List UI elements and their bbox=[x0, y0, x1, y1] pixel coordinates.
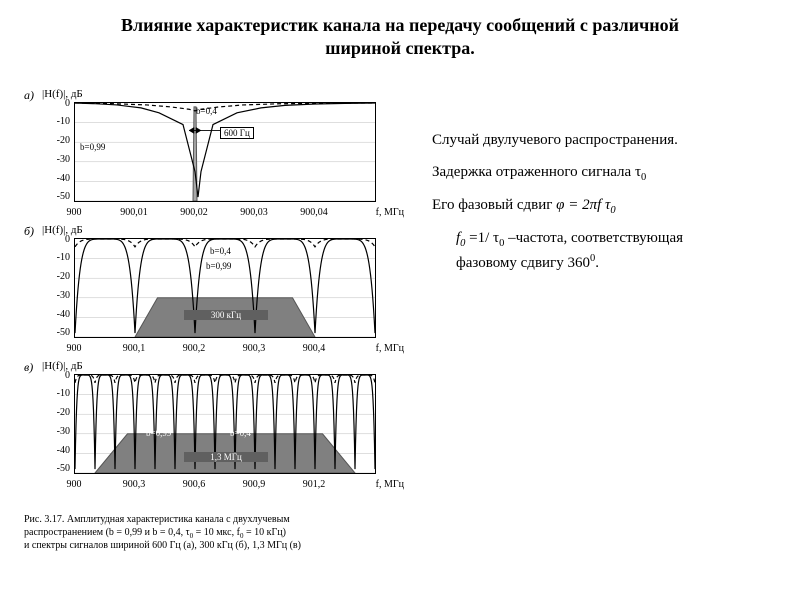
panel-a-ann-b099: b=0,99 bbox=[80, 142, 105, 152]
rhs-line2a: Задержка отраженного сигнала τ bbox=[432, 164, 641, 180]
panel-v-xtick: 901,2 bbox=[303, 479, 326, 490]
panel-a-xtick: 900,01 bbox=[120, 207, 148, 218]
rhs-line3-sub: 0 bbox=[610, 205, 615, 216]
panel-b-ytick: -50 bbox=[48, 327, 70, 338]
title-line-2: шириной спектра. bbox=[325, 38, 474, 58]
rhs-line4: f0 =1/ τ0 –частота, соответствующая фазо… bbox=[456, 228, 782, 275]
panel-b-ytick: 0 bbox=[48, 234, 70, 245]
panel-v-ann-b099: b=0,99 bbox=[146, 428, 171, 438]
panel-v-ytick: 0 bbox=[48, 370, 70, 381]
rhs-line4c: –частота, соответствующая bbox=[504, 230, 683, 246]
panel-b-band-label: 300 кГц bbox=[184, 310, 268, 320]
panel-b-xtick: 900,1 bbox=[123, 343, 146, 354]
panel-a-xtick: 900 bbox=[67, 207, 82, 218]
panel-v-xtick: 900,6 bbox=[183, 479, 206, 490]
panel-b-label: б) bbox=[24, 224, 34, 239]
panel-v-ytick: -50 bbox=[48, 463, 70, 474]
panel-v-ytick: -30 bbox=[48, 426, 70, 437]
figure-caption: Рис. 3.17. Амплитудная характеристика ка… bbox=[24, 514, 404, 553]
caption-l2c: = 10 кГц) bbox=[243, 527, 285, 538]
panel-a-xtick: 900,02 bbox=[180, 207, 208, 218]
panel-b-xtick: 900,2 bbox=[183, 343, 206, 354]
panel-v-xtick: 900,3 bbox=[123, 479, 146, 490]
rhs-line2: Задержка отраженного сигнала τ0 bbox=[432, 162, 782, 185]
panel-a-ann-b04: b=0,4 bbox=[196, 106, 217, 116]
page-title: Влияние характеристик канала на передачу… bbox=[0, 14, 800, 59]
rhs-line2-sub: 0 bbox=[641, 172, 646, 183]
panel-b: б) |H(f)|, дБ 0 -10 -20 -30 -40 -50 900 … bbox=[24, 224, 404, 354]
right-text-block: Случай двулучевого распространения. Заде… bbox=[432, 130, 782, 285]
rhs-line3: Его фазовый сдвиг φ = 2πf τ0 bbox=[432, 195, 782, 218]
panel-a-ytick: -30 bbox=[48, 154, 70, 165]
panel-b-xtick: 900,4 bbox=[303, 343, 326, 354]
panel-a-xtick: 900,04 bbox=[300, 207, 328, 218]
panel-a-ytick: -20 bbox=[48, 135, 70, 146]
panel-b-ann-b04: b=0,4 bbox=[210, 246, 231, 256]
panel-b-ytick: -10 bbox=[48, 252, 70, 263]
panel-a-ytick: -10 bbox=[48, 116, 70, 127]
title-line-1: Влияние характеристик канала на передачу… bbox=[121, 15, 679, 35]
panel-a-ytick: -40 bbox=[48, 173, 70, 184]
rhs-line5b: . bbox=[595, 255, 599, 271]
panel-a-xtick: 900,03 bbox=[240, 207, 268, 218]
panel-b-ytick: -30 bbox=[48, 290, 70, 301]
panel-v-band-label: 1,3 МГц bbox=[184, 452, 268, 462]
figure-column: а) |H(f)|, дБ 0 -10 -20 -30 -40 -50 900 … bbox=[24, 88, 404, 496]
panel-v: в) |H(f)|, дБ 0 -10 -20 -30 -40 -50 900 … bbox=[24, 360, 404, 490]
panel-v-xtick: 900 bbox=[67, 479, 82, 490]
panel-b-ytick: -40 bbox=[48, 309, 70, 320]
panel-b-ann-b099: b=0,99 bbox=[206, 261, 231, 271]
panel-a: а) |H(f)|, дБ 0 -10 -20 -30 -40 -50 900 … bbox=[24, 88, 404, 218]
rhs-line5a: фазовому сдвигу 360 bbox=[456, 255, 590, 271]
panel-a-plot bbox=[74, 102, 376, 202]
panel-v-xtick: 900,9 bbox=[243, 479, 266, 490]
rhs-line3a: Его фазовый сдвиг bbox=[432, 197, 556, 213]
panel-v-ytick: -10 bbox=[48, 388, 70, 399]
panel-v-xunit: f, МГц bbox=[376, 479, 404, 490]
panel-v-ytick: -40 bbox=[48, 445, 70, 456]
rhs-line4b: =1/ τ bbox=[465, 230, 499, 246]
panel-a-xunit: f, МГц bbox=[376, 207, 404, 218]
caption-l3: и спектры сигналов шириной 600 Гц (а), 3… bbox=[24, 540, 301, 551]
panel-a-ytick: 0 bbox=[48, 98, 70, 109]
panel-a-band-label: 600 Гц bbox=[220, 127, 254, 139]
panel-b-xtick: 900,3 bbox=[243, 343, 266, 354]
rhs-line1: Случай двулучевого распространения. bbox=[432, 130, 782, 152]
caption-l1: Рис. 3.17. Амплитудная характеристика ка… bbox=[24, 514, 290, 525]
panel-v-ytick: -20 bbox=[48, 407, 70, 418]
panel-v-ann-b04: b=0,4 bbox=[230, 428, 251, 438]
panel-a-label: а) bbox=[24, 88, 34, 103]
panel-b-xunit: f, МГц bbox=[376, 343, 404, 354]
panel-b-ytick: -20 bbox=[48, 271, 70, 282]
panel-b-xtick: 900 bbox=[67, 343, 82, 354]
rhs-line3-eq: φ = 2πf τ bbox=[556, 197, 610, 213]
panel-v-label: в) bbox=[24, 360, 33, 375]
caption-l2b: = 10 мкс, f bbox=[193, 527, 240, 538]
panel-a-ytick: -50 bbox=[48, 191, 70, 202]
caption-l2a: распространением (b = 0,99 и b = 0,4, τ bbox=[24, 527, 190, 538]
